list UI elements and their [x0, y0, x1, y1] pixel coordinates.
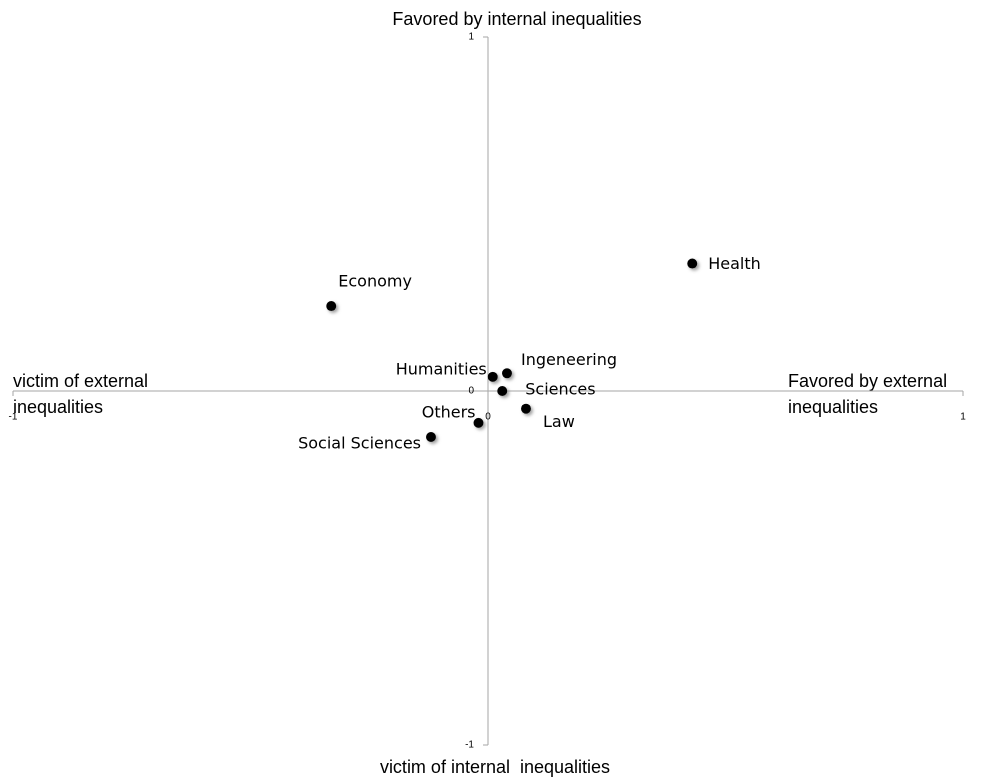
point-label: Social Sciences — [298, 434, 421, 453]
point — [497, 386, 508, 396]
point-label: Others — [422, 402, 476, 421]
top-annotation: Favored by internal inequalities — [392, 9, 641, 29]
point — [473, 417, 484, 428]
point-label: Economy — [338, 272, 412, 291]
point — [521, 403, 531, 414]
y-tick-label: -1 — [465, 740, 474, 751]
y-tick-label: 0 — [468, 386, 474, 397]
x-tick-label: -1 — [9, 412, 18, 423]
point-label: Health — [708, 254, 761, 273]
right-annotation: inequalities — [788, 397, 878, 417]
x-tick-label: 0 — [485, 412, 491, 423]
right-annotation: Favored by external — [788, 371, 947, 391]
left-annotation: victim of external — [13, 371, 148, 391]
point — [502, 368, 512, 379]
x-tick-label: 1 — [960, 412, 966, 423]
point — [326, 301, 337, 312]
point — [487, 371, 498, 382]
point-label: Law — [543, 412, 575, 431]
bottom-annotation: victim of internal inequalities — [380, 757, 610, 777]
point — [426, 432, 436, 443]
point-label: Sciences — [525, 380, 595, 399]
point-label: Humanities — [396, 359, 487, 378]
point — [687, 258, 698, 269]
left-annotation: inequalities — [13, 397, 103, 417]
y-tick-label: 1 — [468, 32, 474, 43]
point-label: Ingeneering — [521, 350, 617, 369]
